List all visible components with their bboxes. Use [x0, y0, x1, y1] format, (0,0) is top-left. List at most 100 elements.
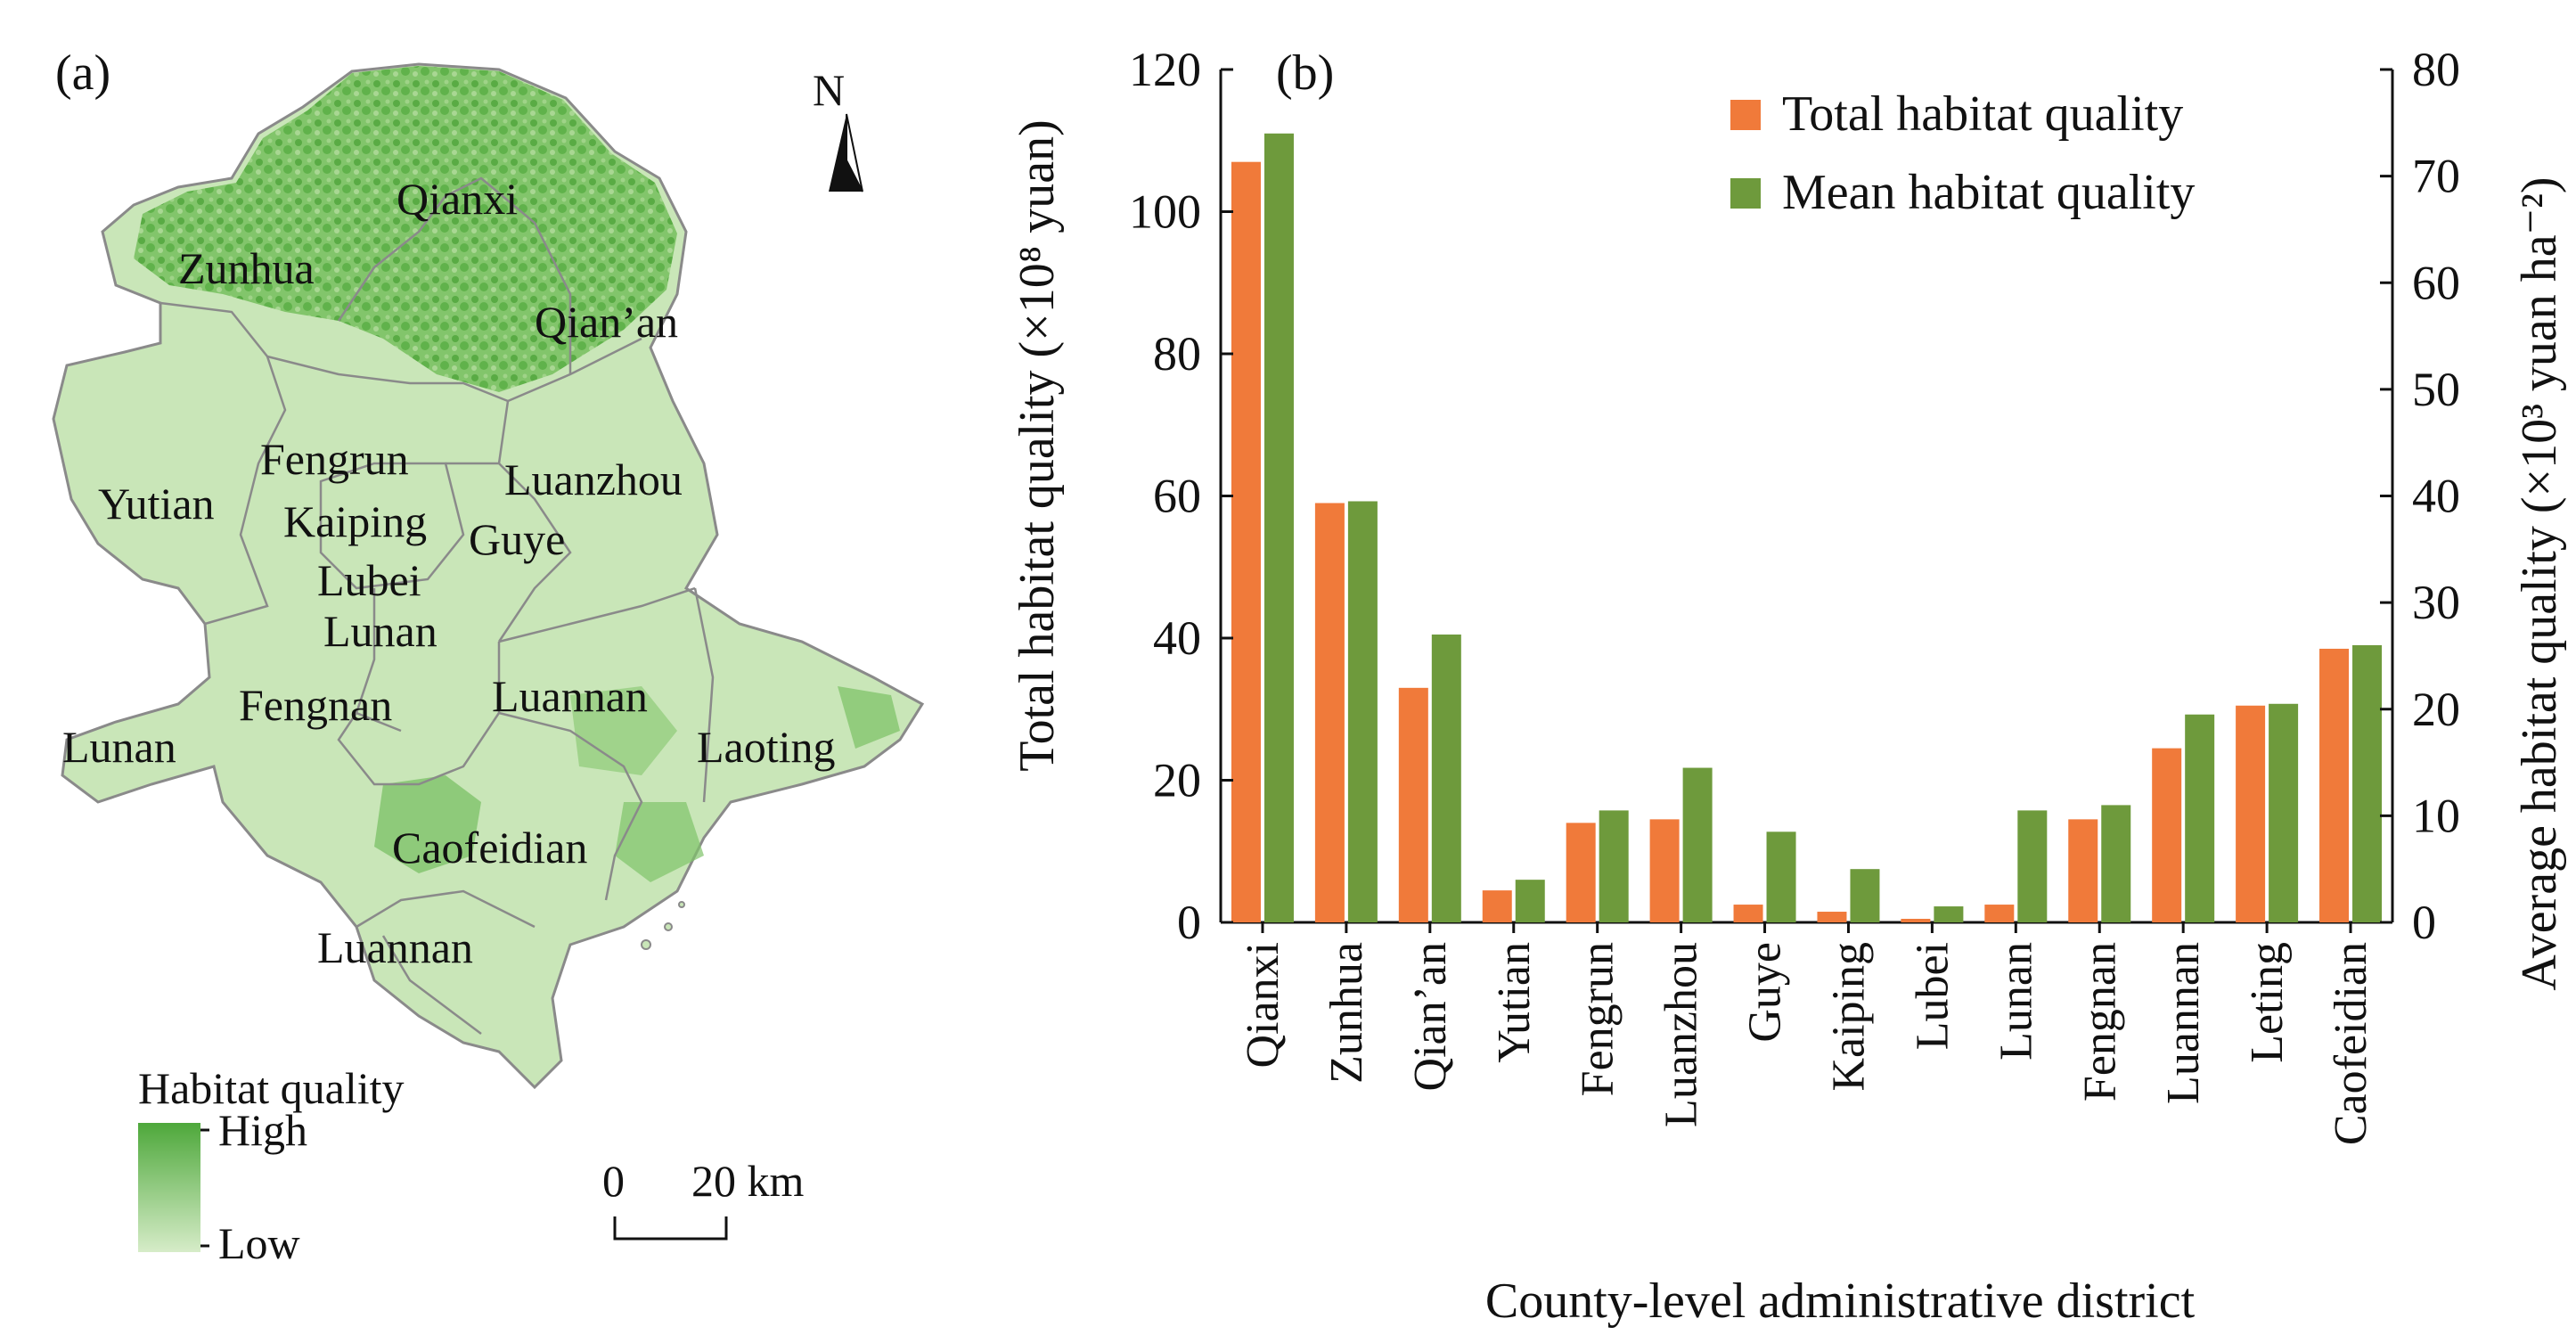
- category-label: Kaiping: [1823, 942, 1874, 1092]
- category-label: Yutian: [1489, 942, 1540, 1063]
- left-tick-label: 20: [1153, 754, 1201, 807]
- bar-mean-10: [2101, 805, 2131, 922]
- right-tick-label: 50: [2412, 363, 2460, 416]
- right-tick-label: 10: [2412, 789, 2460, 842]
- map-legend-high: High: [218, 1105, 307, 1155]
- bar-mean-7: [1850, 869, 1880, 922]
- left-tick-label: 80: [1153, 327, 1201, 381]
- category-label: Luannan: [2158, 942, 2209, 1104]
- district-label-caofeidian: Caofeidian: [392, 823, 587, 872]
- bar-total-8: [1901, 919, 1931, 922]
- panel-a-map: (a): [52, 45, 925, 1268]
- bar-total-9: [1984, 905, 2015, 922]
- right-tick-label: 40: [2412, 470, 2460, 523]
- bar-total-2: [1398, 687, 1428, 922]
- district-label-luannan: Luannan: [492, 671, 648, 721]
- category-label: Fengrun: [1573, 942, 1623, 1096]
- map-landmass: [52, 62, 925, 1090]
- category-labels: Qianxi Zunhua Qian’an Yutian Fengrun Luanzhou…: [1238, 922, 2376, 1145]
- right-tick-label: 30: [2412, 576, 2460, 629]
- district-label-fengnan: Fengnan: [239, 680, 392, 730]
- district-labels: Qianxi Zunhua Qian’an Fengrun Luanzhou Y…: [62, 174, 836, 972]
- district-label-yutian: Yutian: [98, 479, 215, 528]
- scale-bar-line: [613, 1216, 728, 1241]
- bar-mean-0: [1263, 133, 1294, 922]
- category-label: Lubei: [1907, 942, 1958, 1050]
- district-label-qianxi: Qianxi: [397, 174, 518, 224]
- panel-a-label: (a): [55, 45, 110, 101]
- district-label-qianan: Qian’an: [535, 297, 678, 347]
- bar-total-0: [1231, 161, 1261, 923]
- district-label-lunan-west: Lunan: [62, 722, 176, 772]
- map-legend: Habitat quality High Low: [138, 1063, 405, 1268]
- bar-total-5: [1649, 819, 1680, 922]
- district-label-kaiping: Kaiping: [283, 496, 427, 546]
- district-label-fengrun: Fengrun: [260, 434, 409, 484]
- bar-mean-5: [1682, 767, 1713, 922]
- bar-mean-6: [1766, 831, 1796, 922]
- bar-total-7: [1817, 912, 1847, 922]
- bar-mean-11: [2185, 714, 2215, 922]
- bars: [1231, 133, 2383, 923]
- right-tick-label: 0: [2412, 896, 2436, 949]
- map-forest-patch: [838, 686, 900, 749]
- legend-label-total: Total habitat quality: [1782, 86, 2183, 142]
- left-axis-ticks: 0 20 40 60 80 100 120: [1129, 43, 1233, 949]
- legend-swatch-total: [1730, 100, 1761, 130]
- bar-total-12: [2236, 705, 2266, 922]
- scale-bar-end: 20 km: [691, 1156, 805, 1206]
- bar-mean-9: [2017, 810, 2048, 922]
- right-axis-ticks: 0 10 20 30 40 50 60 70 80: [2380, 43, 2460, 949]
- district-label-lubei: Lubei: [317, 555, 421, 605]
- bar-total-6: [1733, 905, 1763, 922]
- district-label-laoting: Laoting: [697, 722, 836, 772]
- map-forest-patch: [374, 775, 481, 873]
- left-tick-label: 0: [1177, 896, 1201, 949]
- map-forest-north: [134, 66, 677, 392]
- map-forest-patch: [570, 686, 677, 775]
- district-label-lunan: Lunan: [323, 606, 438, 656]
- district-boundaries: [159, 176, 715, 1035]
- scale-bar: 0 20 km: [602, 1156, 805, 1241]
- category-label: Zunhua: [1321, 942, 1372, 1084]
- bar-mean-12: [2269, 703, 2299, 922]
- legend-label-mean: Mean habitat quality: [1782, 165, 2195, 220]
- left-tick-label: 100: [1129, 185, 1201, 239]
- bar-mean-8: [1934, 906, 1964, 922]
- map-island: [678, 901, 685, 908]
- category-label: Qianxi: [1238, 942, 1288, 1069]
- bar-total-3: [1482, 890, 1512, 922]
- panel-b-chart: (b) 0 20 40 60 80 100 120 0 10 20 30 40 50 60 70 80 Qi…: [1010, 43, 2567, 1329]
- north-arrow: N: [813, 65, 863, 192]
- district-label-zunhua: Zunhua: [178, 243, 315, 293]
- right-tick-label: 70: [2412, 150, 2460, 203]
- right-tick-label: 80: [2412, 43, 2460, 96]
- bar-mean-1: [1347, 501, 1378, 922]
- map-forest-patch: [615, 802, 704, 882]
- category-label: Lunan: [1991, 942, 2041, 1061]
- right-tick-label: 60: [2412, 256, 2460, 309]
- map-legend-title: Habitat quality: [138, 1063, 405, 1113]
- right-tick-label: 20: [2412, 683, 2460, 736]
- category-label: Leting: [2242, 942, 2293, 1063]
- map-legend-gradient: [138, 1123, 200, 1252]
- category-label: Caofeidian: [2326, 942, 2376, 1145]
- district-label-luanzhou: Luanzhou: [504, 455, 683, 504]
- left-axis-title: Total habitat quality (×10⁸ yuan): [1010, 119, 1065, 771]
- category-label: Guye: [1740, 942, 1791, 1043]
- chart-legend: Total habitat quality Mean habitat quali…: [1730, 86, 2195, 220]
- bar-total-13: [2319, 648, 2350, 922]
- map-legend-low: Low: [218, 1218, 300, 1268]
- bar-total-10: [2068, 819, 2098, 922]
- category-label: Fengnan: [2074, 942, 2125, 1102]
- left-tick-label: 40: [1153, 611, 1201, 665]
- bar-total-1: [1314, 503, 1345, 922]
- left-tick-label: 60: [1153, 470, 1201, 523]
- right-axis-title: Average habitat quality (×10³ yuan ha⁻²): [2512, 176, 2567, 990]
- scale-bar-zero: 0: [602, 1156, 625, 1206]
- bar-mean-2: [1431, 635, 1461, 922]
- category-label: Qian’an: [1405, 942, 1456, 1091]
- map-island: [664, 922, 673, 931]
- x-axis-title: County-level administrative district: [1485, 1274, 2196, 1329]
